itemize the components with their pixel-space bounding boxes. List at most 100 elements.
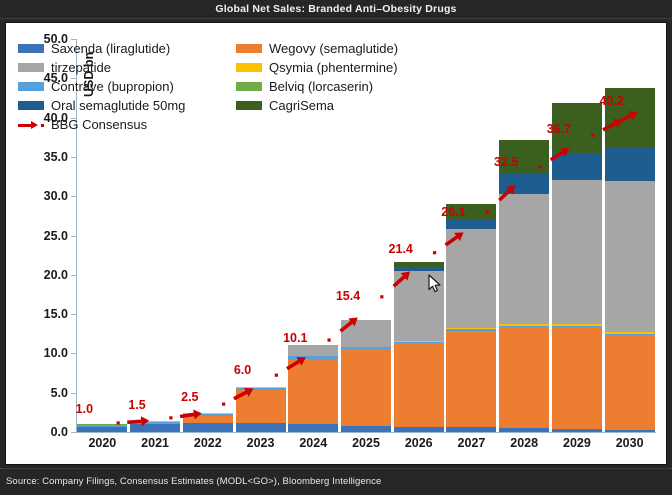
data-label: 26.1 — [441, 204, 466, 219]
legend-label: CagriSema — [269, 98, 335, 113]
bar-segment — [393, 426, 444, 432]
y-tick-mark — [71, 235, 76, 237]
bar-2029[interactable] — [551, 102, 602, 432]
data-label: 1.5 — [128, 398, 146, 413]
y-tick-mark — [71, 353, 76, 355]
y-tick-label: 45.0 — [43, 71, 68, 86]
legend-item[interactable]: Belviq (lorcaserin) — [236, 77, 398, 96]
bar-segment — [604, 181, 655, 333]
legend-item[interactable]: Qsymia (phentermine) — [236, 58, 398, 77]
color-swatch-icon — [18, 63, 44, 72]
y-tick-mark — [71, 117, 76, 119]
bar-segment — [499, 428, 550, 432]
bar-segment — [235, 386, 286, 388]
bar-segment — [77, 425, 128, 427]
y-tick-label: 25.0 — [43, 228, 68, 243]
bar-segment — [77, 426, 128, 432]
bar-segment — [130, 422, 181, 424]
y-tick-label: 30.0 — [43, 189, 68, 204]
bar-2020[interactable] — [77, 423, 128, 432]
bar-segment — [499, 193, 550, 325]
bar-segment — [604, 147, 655, 182]
legend-item[interactable]: Contrave (bupropion) — [18, 77, 185, 96]
bar-segment — [604, 429, 655, 432]
bar-segment — [499, 139, 550, 175]
legend-label: BBG Consensus — [51, 117, 148, 132]
bar-segment — [130, 421, 181, 423]
bar-segment — [551, 325, 602, 327]
bar-segment — [499, 174, 550, 194]
bar-segment — [393, 270, 444, 341]
color-swatch-icon — [236, 63, 262, 72]
consensus-dot-marker — [222, 402, 226, 406]
consensus-dot-marker — [274, 373, 278, 377]
bar-segment — [551, 102, 602, 153]
bar-2030[interactable] — [604, 87, 655, 432]
bar-2023[interactable] — [235, 386, 286, 432]
bar-segment — [235, 422, 286, 432]
y-tick-label: 20.0 — [43, 267, 68, 282]
bar-2022[interactable] — [182, 412, 233, 432]
bar-2021[interactable] — [130, 421, 181, 432]
legend-item[interactable]: tirzepatide — [18, 58, 185, 77]
bar-segment — [235, 389, 286, 423]
x-axis-line — [76, 432, 656, 433]
bar-segment — [341, 425, 391, 432]
bar-segment — [182, 422, 233, 432]
bar-segment — [446, 329, 497, 331]
x-tick-label: 2020 — [88, 436, 117, 450]
y-tick-label: 50.0 — [43, 32, 68, 46]
legend-label: Saxenda (liraglutide) — [51, 41, 171, 56]
y-axis-line — [76, 39, 77, 432]
legend-item[interactable]: Wegovy (semaglutide) — [236, 39, 398, 58]
bar-segment — [130, 422, 181, 425]
bar-segment — [551, 179, 602, 325]
bar-2025[interactable] — [341, 320, 391, 432]
legend-item[interactable]: Oral semaglutide 50mg — [18, 96, 185, 115]
bar-segment — [77, 423, 128, 425]
bar-2024[interactable] — [288, 344, 339, 432]
bar-segment — [604, 334, 655, 430]
bar-segment — [446, 219, 497, 230]
legend-item[interactable]: Saxenda (liraglutide) — [18, 39, 185, 58]
bar-segment — [130, 424, 181, 432]
data-label: 6.0 — [233, 362, 252, 377]
bar-segment — [551, 152, 602, 180]
line-arrow-marker-icon — [18, 120, 44, 129]
y-tick-label: 0.0 — [50, 425, 68, 439]
data-label: 15.4 — [335, 288, 361, 303]
legend-column-right: Wegovy (semaglutide) Qsymia (phentermine)… — [236, 39, 398, 115]
legend-label: Oral semaglutide 50mg — [51, 98, 186, 113]
y-tick-label: 35.0 — [43, 149, 68, 164]
y-tick-mark — [71, 432, 76, 433]
bar-segment — [182, 412, 233, 414]
plot-area: USD bn 0.0 5.0 10.0 15.0 20.0 25.0 30.0 35.0 40.… — [44, 32, 656, 450]
consensus-dot-marker — [169, 416, 173, 420]
color-swatch-icon — [236, 82, 262, 91]
y-tick-mark — [71, 196, 76, 198]
color-swatch-icon — [18, 101, 44, 110]
legend-item[interactable]: CagriSema — [236, 96, 398, 115]
y-tick-label: 40.0 — [43, 110, 68, 125]
bar-segment — [446, 204, 497, 220]
bar-segment — [288, 424, 339, 432]
bar-2027[interactable] — [446, 204, 497, 432]
data-label: 1.0 — [75, 402, 94, 417]
bar-2028[interactable] — [499, 139, 550, 432]
y-tick-mark — [71, 39, 76, 40]
bar-segment — [393, 340, 444, 342]
data-label: 36.7 — [546, 121, 572, 136]
bar-2026[interactable] — [393, 262, 444, 432]
bar-segment — [341, 347, 391, 350]
x-tick-label: 2022 — [193, 436, 222, 450]
legend-label: tirzepatide — [51, 60, 111, 75]
bar-segment — [551, 324, 602, 326]
y-tick-label: 15.0 — [43, 307, 68, 322]
title-divider — [0, 18, 672, 19]
y-tick-mark — [71, 392, 76, 394]
legend-item[interactable]: BBG Consensus — [18, 115, 185, 134]
color-swatch-icon — [236, 44, 262, 53]
color-swatch-icon — [236, 101, 262, 110]
bar-segment — [341, 320, 391, 347]
